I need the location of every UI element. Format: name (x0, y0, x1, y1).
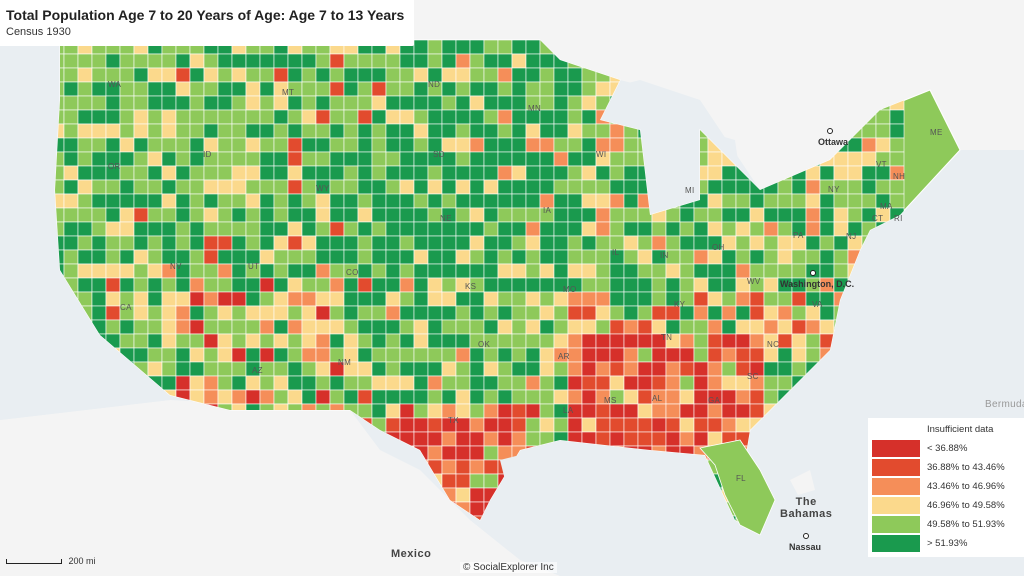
state-label-ri: RI (894, 214, 903, 223)
city-label-ottawa: Ottawa (818, 137, 849, 147)
state-label-ar: AR (558, 352, 570, 361)
state-label-az: AZ (252, 366, 263, 375)
state-label-wv: WV (747, 277, 761, 286)
state-label-wy: WY (316, 184, 330, 193)
state-label-il: IL (612, 248, 620, 257)
country-label-bahamas: The Bahamas (780, 496, 833, 520)
legend-item: < 36.88% (872, 439, 1022, 458)
legend-label: 46.96% to 49.58% (927, 500, 1005, 511)
legend-swatch (872, 478, 920, 495)
state-label-in: IN (660, 251, 669, 260)
legend-swatch (872, 421, 920, 438)
state-label-oh: OH (712, 243, 725, 252)
state-label-fl: FL (736, 474, 746, 483)
legend-swatch (872, 440, 920, 457)
legend-item: 36.88% to 43.46% (872, 458, 1022, 477)
state-label-ne: NE (440, 214, 452, 223)
state-label-wi: WI (596, 150, 607, 159)
state-label-ia: IA (543, 206, 552, 215)
state-label-sd: SD (433, 150, 445, 159)
legend-label: 36.88% to 43.46% (927, 462, 1005, 473)
legend-item: > 51.93% (872, 534, 1022, 553)
legend-item: 46.96% to 49.58% (872, 496, 1022, 515)
legend: Insufficient data < 36.88% 36.88% to 43.46… (868, 418, 1024, 557)
state-label-me: ME (930, 128, 943, 137)
state-label-tn: TN (661, 333, 673, 342)
state-label-al: AL (652, 394, 663, 403)
state-label-mt: MT (282, 88, 295, 97)
state-label-sc: SC (747, 372, 759, 381)
state-label-ga: GA (708, 396, 721, 405)
title-box: Total Population Age 7 to 20 Years of Ag… (0, 0, 415, 46)
state-label-or: OR (108, 162, 121, 171)
pacific-ocean (0, 40, 170, 420)
state-label-vt: VT (876, 160, 887, 169)
scale-bar-graphic (6, 559, 62, 565)
state-label-ny: NY (828, 185, 840, 194)
legend-label: 49.58% to 51.93% (927, 519, 1005, 530)
state-label-mo: MO (563, 285, 577, 294)
state-label-la: LA (563, 406, 574, 415)
map-title: Total Population Age 7 to 20 Years of Ag… (6, 7, 405, 23)
state-label-mi: MI (685, 186, 695, 195)
state-label-nm: NM (338, 358, 352, 367)
state-label-nh: NH (893, 172, 906, 181)
state-label-nc: NC (767, 340, 780, 349)
credit: © SocialExplorer Inc (460, 562, 557, 573)
state-label-nd: ND (428, 80, 441, 89)
nassau-marker-icon (803, 533, 809, 539)
bahamas (790, 470, 815, 495)
legend-label: Insufficient data (927, 424, 994, 435)
state-label-nj: NJ (846, 232, 857, 241)
legend-item: Insufficient data (872, 420, 1022, 439)
legend-swatch (872, 497, 920, 514)
state-label-id: ID (203, 150, 212, 159)
city-label-nassau: Nassau (789, 542, 822, 552)
state-label-ma: MA (880, 202, 893, 211)
state-label-va: VA (812, 300, 823, 309)
scale-bar: 200 mi (6, 556, 96, 566)
legend-item: 43.46% to 46.96% (872, 477, 1022, 496)
state-label-ca: CA (120, 303, 132, 312)
florida (699, 439, 776, 536)
country-label-bermuda: Bermuda (985, 399, 1024, 410)
country-label-mexico: Mexico (391, 548, 432, 560)
state-label-ky: KY (674, 300, 686, 309)
ottawa-marker-icon (827, 128, 833, 134)
legend-swatch (872, 535, 920, 552)
gulf-of-mexico (500, 445, 760, 576)
legend-swatch (872, 459, 920, 476)
state-label-tx: TX (448, 416, 459, 425)
washington-marker-icon (810, 270, 816, 276)
legend-label: < 36.88% (927, 443, 968, 454)
mexico-land (0, 400, 560, 576)
legend-swatch (872, 516, 920, 533)
state-label-wa: WA (108, 80, 122, 89)
legend-label: 43.46% to 46.96% (927, 481, 1005, 492)
state-label-ut: UT (248, 262, 260, 271)
state-label-ok: OK (478, 340, 491, 349)
canada-land (0, 0, 1024, 190)
legend-label: > 51.93% (927, 538, 968, 549)
scale-label: 200 mi (68, 556, 96, 566)
city-label-washington: Washington, D.C. (780, 279, 855, 289)
state-label-co: CO (346, 268, 359, 277)
state-label-mn: MN (528, 104, 542, 113)
state-label-nv: NV (170, 262, 182, 271)
map-subtitle: Census 1930 (6, 26, 71, 38)
legend-item: 49.58% to 51.93% (872, 515, 1022, 534)
state-label-pa: PA (793, 231, 804, 240)
state-label-ct: CT (872, 214, 884, 223)
state-label-ks: KS (465, 282, 477, 291)
state-label-ms: MS (604, 396, 617, 405)
